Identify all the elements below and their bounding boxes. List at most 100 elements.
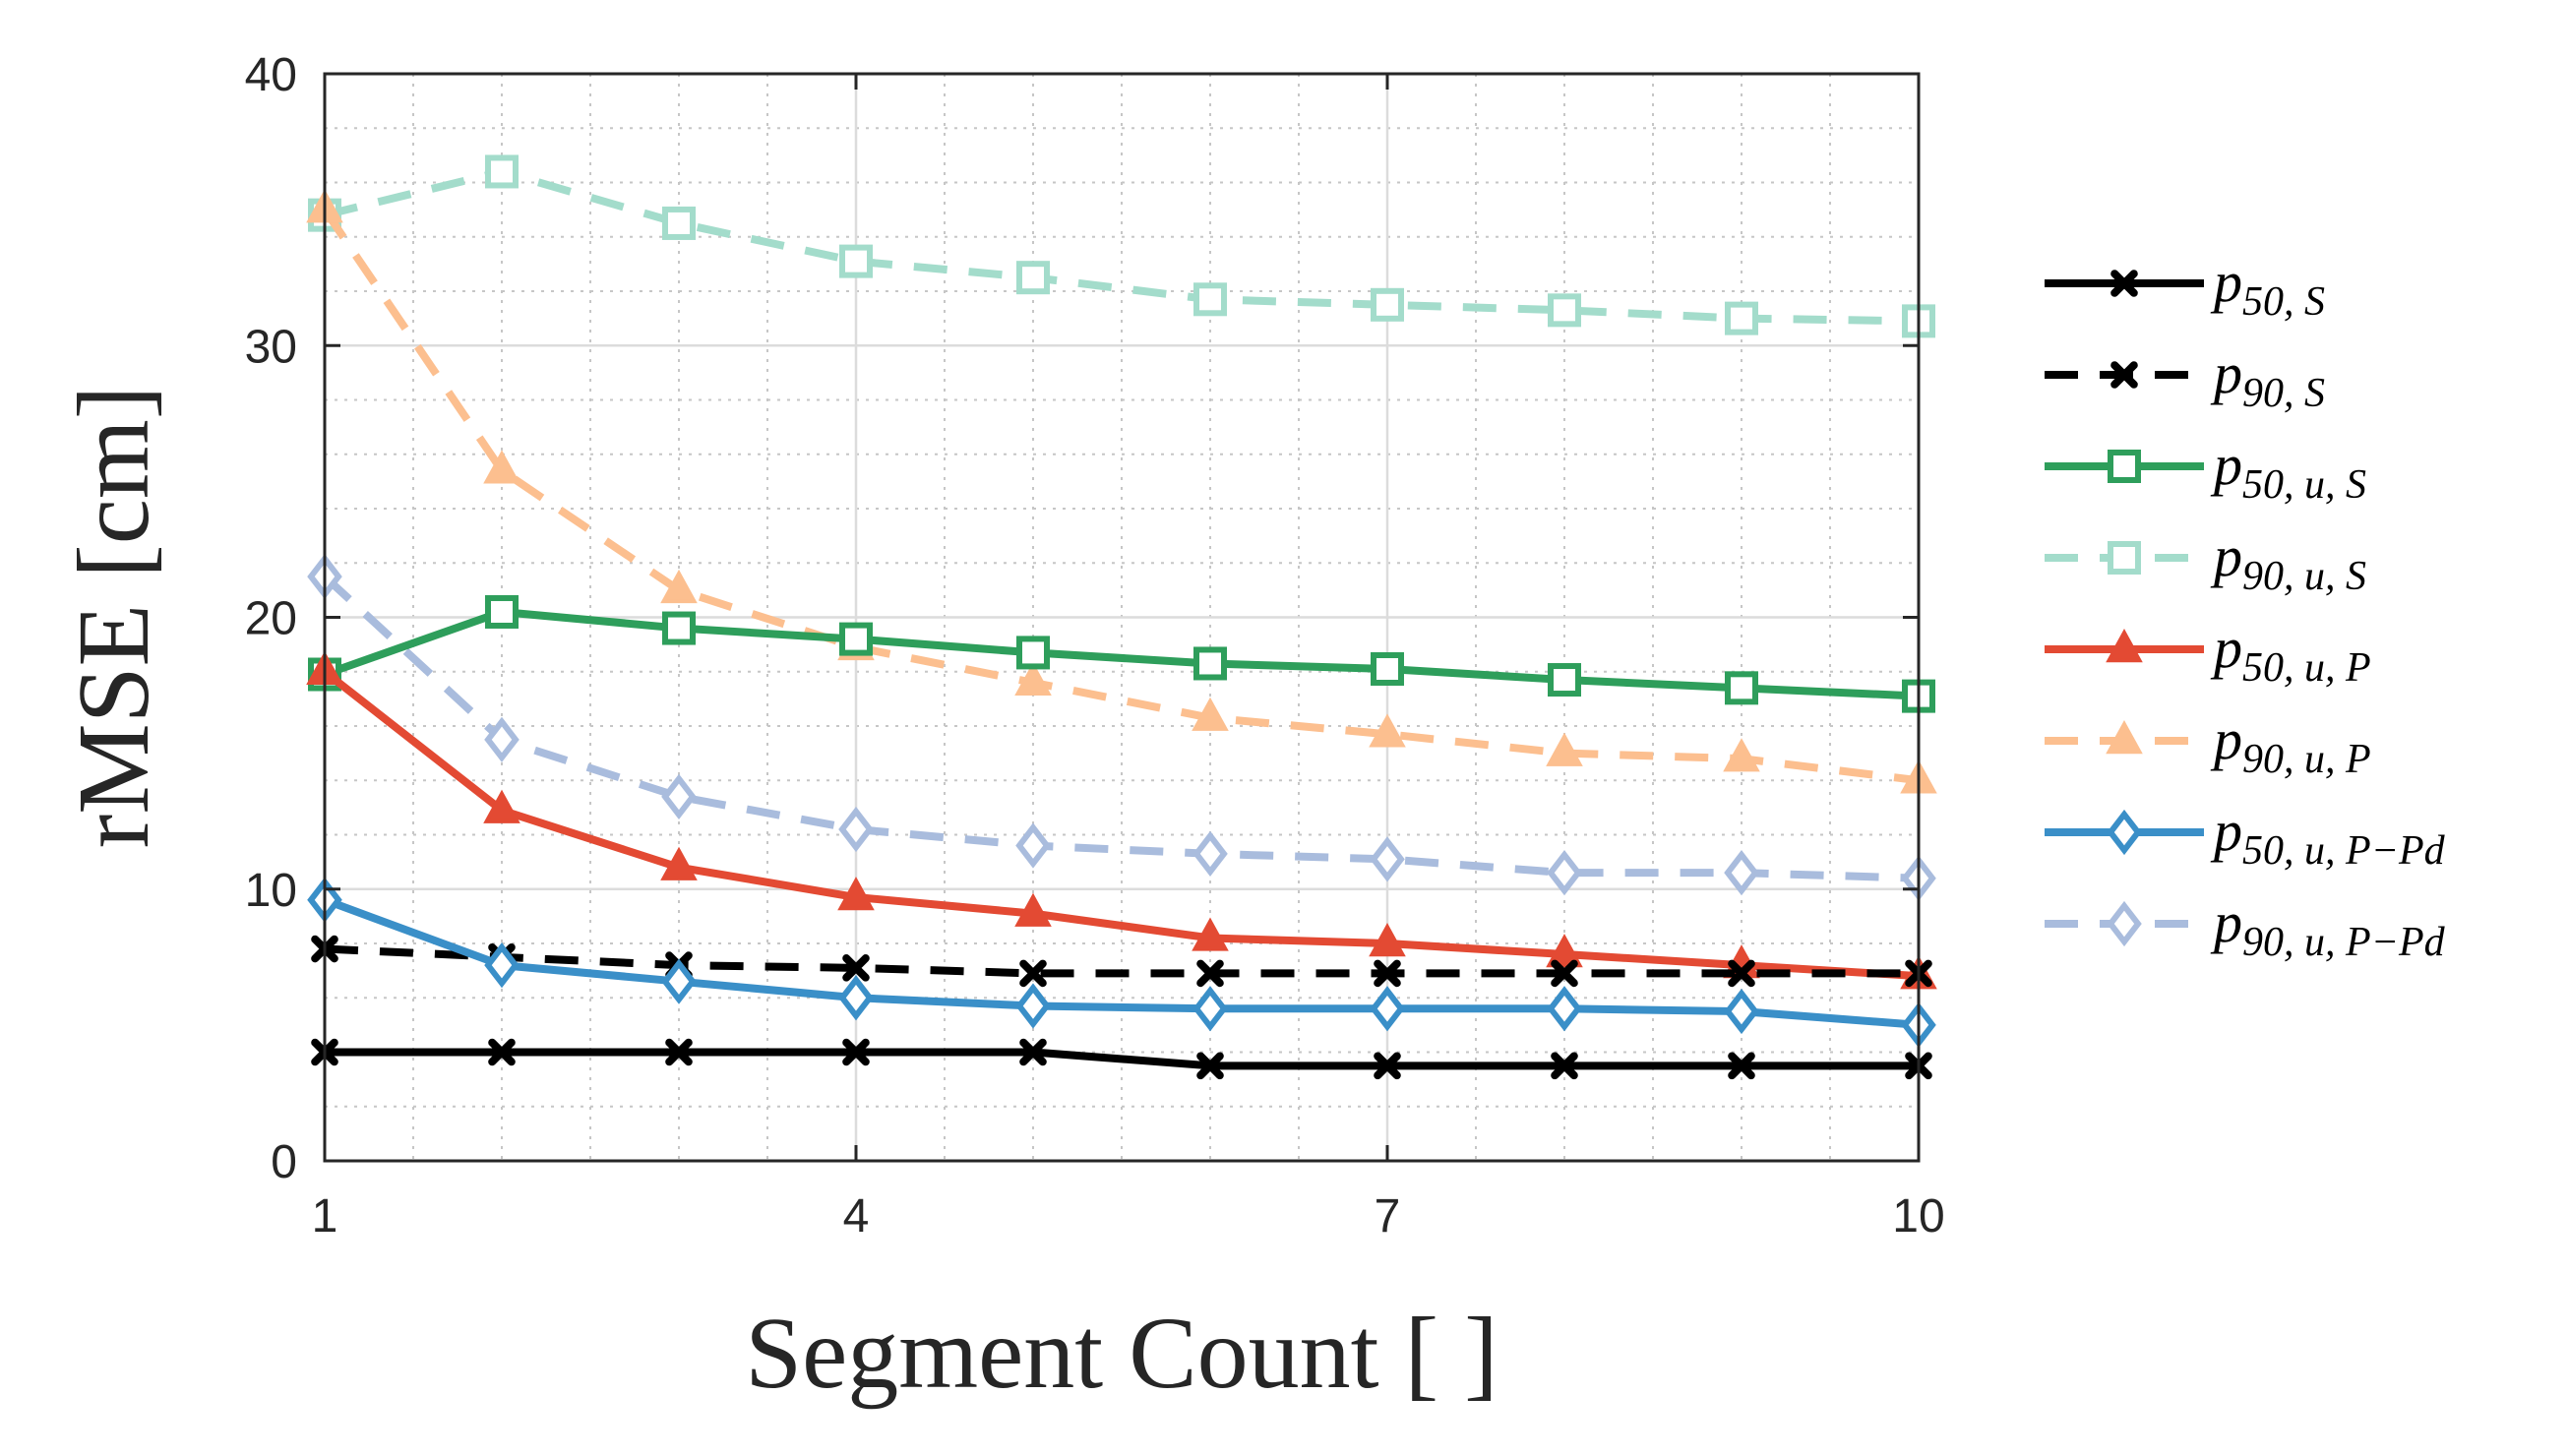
x-marker — [1019, 1038, 1047, 1066]
x-marker — [1196, 959, 1224, 988]
diamond-marker — [2107, 809, 2142, 856]
square-marker — [485, 594, 519, 629]
x-marker — [1551, 959, 1578, 988]
diamond-marker — [1192, 830, 1228, 877]
legend-label: p50, S — [2210, 250, 2325, 325]
legend-label: p90, u, P — [2210, 707, 2371, 782]
y-tick-label: 20 — [245, 593, 297, 645]
square-marker — [1548, 663, 1581, 698]
diamond-marker — [1015, 822, 1051, 869]
diamond-marker — [2107, 900, 2142, 947]
square-marker — [662, 206, 696, 240]
x-marker — [842, 954, 870, 982]
tick-labels: 1 4 7 10 0 10 20 30 40 — [245, 49, 1945, 1243]
y-tick-label: 0 — [271, 1136, 297, 1188]
x-marker — [842, 1038, 870, 1066]
legend-label: p90, u, P−Pd — [2210, 890, 2446, 965]
triangle-marker — [1192, 917, 1229, 951]
triangle-marker — [483, 450, 520, 484]
square-marker — [1193, 646, 1227, 681]
square-marker — [2108, 450, 2141, 483]
diamond-marker — [484, 941, 520, 989]
diamond-marker — [838, 975, 874, 1021]
x-marker — [1551, 1052, 1578, 1080]
square-marker — [1548, 293, 1581, 328]
legend-entry: p50, u, P — [2045, 616, 2371, 691]
diamond-marker — [1370, 836, 1405, 882]
triangle-marker — [1546, 732, 1583, 766]
square-marker — [1725, 671, 1758, 705]
triangle-marker — [1723, 738, 1760, 772]
triangle-marker — [1369, 923, 1406, 957]
triangle-marker — [1014, 661, 1052, 696]
square-marker — [839, 622, 873, 656]
series-line — [323, 607, 1920, 700]
series-7 — [307, 877, 1936, 1048]
y-tick-label: 10 — [245, 865, 297, 917]
legend: p50, S p90, S p50, u, S p90, u, S p50, u, P p… — [2045, 250, 2446, 965]
triangle-marker — [1369, 713, 1406, 748]
x-marker — [2110, 361, 2138, 389]
legend-label: p50, u, S — [2210, 433, 2366, 508]
x-marker — [665, 1038, 693, 1066]
diamond-marker — [1370, 986, 1405, 1032]
x-marker — [1728, 1052, 1755, 1080]
triangle-marker — [483, 789, 520, 823]
triangle-marker — [1014, 892, 1052, 927]
x-marker — [2110, 270, 2138, 297]
square-marker — [1016, 636, 1050, 670]
triangle-marker — [660, 846, 698, 880]
x-marker — [1728, 959, 1755, 988]
x-tick-label: 7 — [1375, 1190, 1401, 1243]
series-line — [324, 944, 1919, 978]
legend-entry: p50, S — [2045, 250, 2325, 325]
triangle-marker — [2106, 720, 2143, 755]
square-marker — [485, 154, 519, 189]
series-line — [325, 1048, 1919, 1070]
diamond-marker — [1015, 983, 1051, 1029]
x-tick-label: 10 — [1892, 1190, 1944, 1243]
series-line — [324, 167, 1920, 326]
diamond-marker — [1724, 850, 1759, 896]
triangle-marker — [660, 569, 698, 604]
diamond-marker — [1192, 986, 1228, 1032]
diamond-marker — [484, 716, 520, 762]
y-tick-label: 30 — [245, 321, 297, 373]
legend-entry: p90, u, S — [2045, 524, 2366, 599]
x-axis-title: Segment Count [ ] — [745, 1297, 1498, 1410]
x-tick-label: 4 — [843, 1190, 870, 1243]
x-marker — [488, 1038, 516, 1066]
x-marker — [1374, 1052, 1401, 1080]
legend-entry: p50, u, P−Pd — [2045, 799, 2446, 874]
legend-label: p90, S — [2210, 341, 2325, 416]
triangle-marker — [837, 877, 875, 911]
legend-entry: p90, u, P — [2045, 707, 2371, 782]
square-marker — [1371, 651, 1404, 686]
square-marker — [1193, 282, 1227, 317]
square-marker — [662, 611, 696, 645]
square-marker — [1371, 287, 1404, 322]
legend-label: p50, u, P−Pd — [2210, 799, 2446, 874]
triangle-marker — [1192, 697, 1229, 731]
diamond-marker — [661, 773, 697, 819]
diamond-marker — [1724, 988, 1759, 1035]
series-line — [322, 574, 1920, 882]
series-line — [322, 668, 1920, 981]
square-marker — [1016, 261, 1050, 295]
triangle-marker — [1546, 934, 1583, 968]
series-6 — [306, 189, 1937, 794]
diamond-marker — [1547, 850, 1582, 896]
y-tick-label: 40 — [245, 49, 297, 101]
y-axis-title: rMSE [cm] — [57, 386, 170, 849]
legend-entry: p90, S — [2045, 341, 2325, 416]
legend-entry: p90, u, P−Pd — [2045, 890, 2446, 965]
x-marker — [1196, 1052, 1224, 1080]
x-marker — [1019, 959, 1047, 988]
diamond-marker — [1547, 986, 1582, 1032]
square-marker — [2108, 541, 2141, 575]
series-line — [321, 207, 1920, 785]
x-marker — [1374, 959, 1401, 988]
series-1 — [311, 1038, 1932, 1080]
